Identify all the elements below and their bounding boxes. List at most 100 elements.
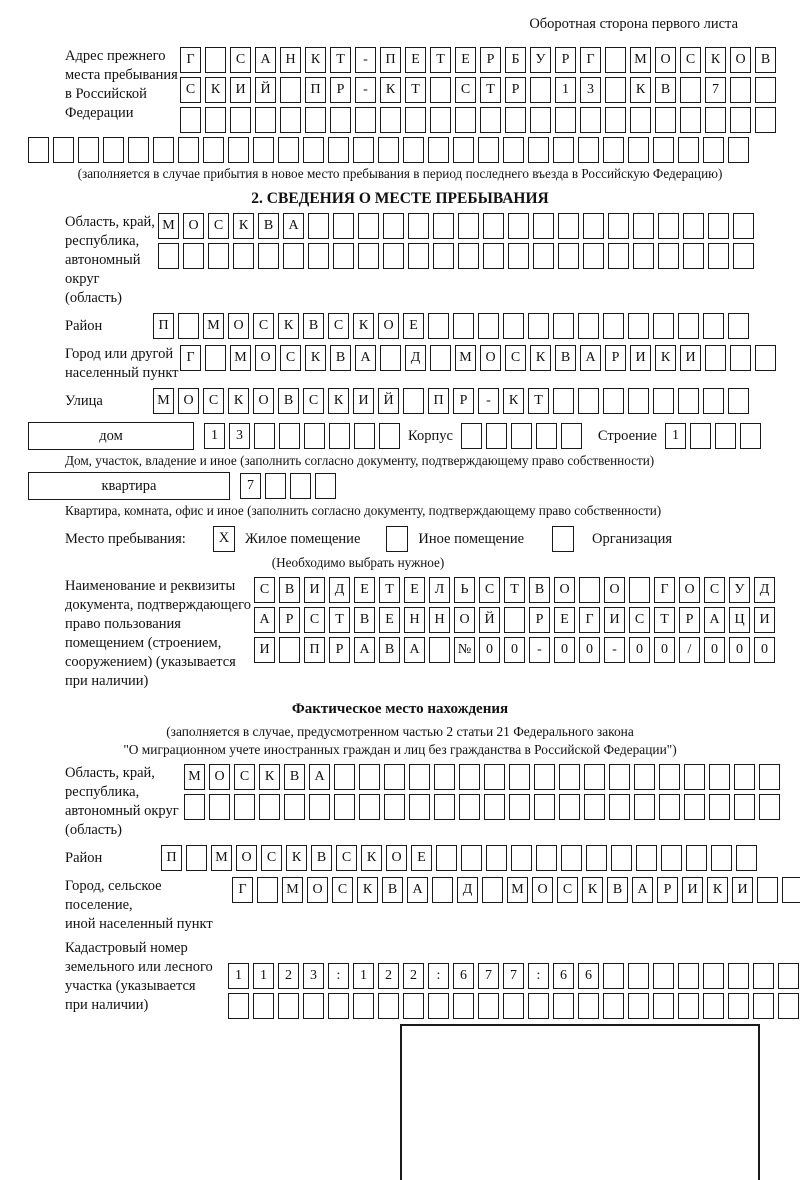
char-box[interactable]: М <box>455 345 476 371</box>
char-box[interactable] <box>684 764 705 790</box>
char-box[interactable] <box>458 243 479 269</box>
char-box[interactable]: М <box>630 47 651 73</box>
char-box[interactable]: С <box>280 345 301 371</box>
char-box[interactable]: - <box>355 77 376 103</box>
char-box[interactable] <box>178 137 199 163</box>
char-box[interactable]: Т <box>330 47 351 73</box>
char-box[interactable]: С <box>203 388 224 414</box>
char-box[interactable]: И <box>754 607 775 633</box>
char-box[interactable]: О <box>183 213 204 239</box>
char-box[interactable] <box>678 313 699 339</box>
char-box[interactable]: С <box>180 77 201 103</box>
char-box[interactable] <box>486 845 507 871</box>
char-box[interactable] <box>330 107 351 133</box>
char-box[interactable]: Г <box>579 607 600 633</box>
char-box[interactable]: С <box>208 213 229 239</box>
char-box[interactable] <box>353 993 374 1019</box>
char-box[interactable] <box>736 845 757 871</box>
char-box[interactable] <box>708 243 729 269</box>
char-box[interactable] <box>329 423 350 449</box>
char-box[interactable]: Ц <box>729 607 750 633</box>
char-box[interactable]: Д <box>457 877 478 903</box>
char-box[interactable]: - <box>604 637 625 663</box>
char-box[interactable] <box>358 243 379 269</box>
char-box[interactable]: Н <box>404 607 425 633</box>
char-box[interactable]: 3 <box>303 963 324 989</box>
char-box[interactable]: С <box>304 607 325 633</box>
char-box[interactable] <box>680 77 701 103</box>
char-box[interactable]: Д <box>329 577 350 603</box>
char-box[interactable]: С <box>254 577 275 603</box>
char-box[interactable] <box>730 345 751 371</box>
char-box[interactable] <box>429 637 450 663</box>
char-box[interactable]: 0 <box>729 637 750 663</box>
char-box[interactable] <box>553 137 574 163</box>
char-box[interactable] <box>459 764 480 790</box>
char-box[interactable]: 7 <box>240 473 261 499</box>
char-box[interactable] <box>103 137 124 163</box>
char-box[interactable] <box>461 845 482 871</box>
char-box[interactable]: К <box>278 313 299 339</box>
char-box[interactable] <box>433 243 454 269</box>
char-box[interactable] <box>578 993 599 1019</box>
char-box[interactable]: А <box>404 637 425 663</box>
char-box[interactable]: О <box>209 764 230 790</box>
char-box[interactable]: Е <box>554 607 575 633</box>
char-box[interactable]: О <box>679 577 700 603</box>
char-box[interactable]: Р <box>329 637 350 663</box>
char-box[interactable]: 1 <box>204 423 225 449</box>
char-box[interactable] <box>584 794 605 820</box>
char-box[interactable] <box>433 213 454 239</box>
char-box[interactable]: С <box>704 577 725 603</box>
char-box[interactable]: О <box>228 313 249 339</box>
char-box[interactable]: 0 <box>654 637 675 663</box>
char-box[interactable] <box>553 993 574 1019</box>
char-box[interactable] <box>254 423 275 449</box>
char-box[interactable] <box>628 963 649 989</box>
char-box[interactable] <box>703 993 724 1019</box>
char-box[interactable] <box>580 107 601 133</box>
char-box[interactable] <box>628 388 649 414</box>
char-box[interactable] <box>530 107 551 133</box>
char-box[interactable] <box>153 137 174 163</box>
char-box[interactable] <box>528 993 549 1019</box>
char-box[interactable] <box>430 345 451 371</box>
char-box[interactable] <box>558 213 579 239</box>
char-box[interactable] <box>728 388 749 414</box>
char-box[interactable]: 2 <box>278 963 299 989</box>
char-box[interactable] <box>759 764 780 790</box>
char-box[interactable] <box>628 137 649 163</box>
char-box[interactable]: К <box>655 345 676 371</box>
char-box[interactable]: Т <box>504 577 525 603</box>
char-box[interactable] <box>734 764 755 790</box>
char-box[interactable] <box>603 388 624 414</box>
char-box[interactable]: А <box>283 213 304 239</box>
char-box[interactable] <box>628 313 649 339</box>
char-box[interactable] <box>709 794 730 820</box>
char-box[interactable] <box>730 107 751 133</box>
char-box[interactable] <box>453 313 474 339</box>
char-box[interactable]: 3 <box>229 423 250 449</box>
char-box[interactable]: П <box>305 77 326 103</box>
char-box[interactable] <box>230 107 251 133</box>
char-box[interactable]: К <box>305 47 326 73</box>
char-box[interactable] <box>409 764 430 790</box>
char-box[interactable] <box>384 794 405 820</box>
checkbox-organizatsiya[interactable] <box>552 526 575 552</box>
house-type-field[interactable]: дом <box>28 422 194 450</box>
char-box[interactable] <box>561 845 582 871</box>
char-box[interactable] <box>708 213 729 239</box>
char-box[interactable] <box>753 993 774 1019</box>
char-box[interactable]: № <box>454 637 475 663</box>
char-box[interactable] <box>634 794 655 820</box>
char-box[interactable] <box>484 794 505 820</box>
char-box[interactable]: М <box>507 877 528 903</box>
checkbox-inoe[interactable] <box>386 526 409 552</box>
char-box[interactable] <box>755 107 776 133</box>
char-box[interactable]: 7 <box>503 963 524 989</box>
char-box[interactable] <box>359 794 380 820</box>
char-box[interactable] <box>278 137 299 163</box>
char-box[interactable] <box>678 963 699 989</box>
char-box[interactable]: О <box>604 577 625 603</box>
char-box[interactable] <box>579 577 600 603</box>
